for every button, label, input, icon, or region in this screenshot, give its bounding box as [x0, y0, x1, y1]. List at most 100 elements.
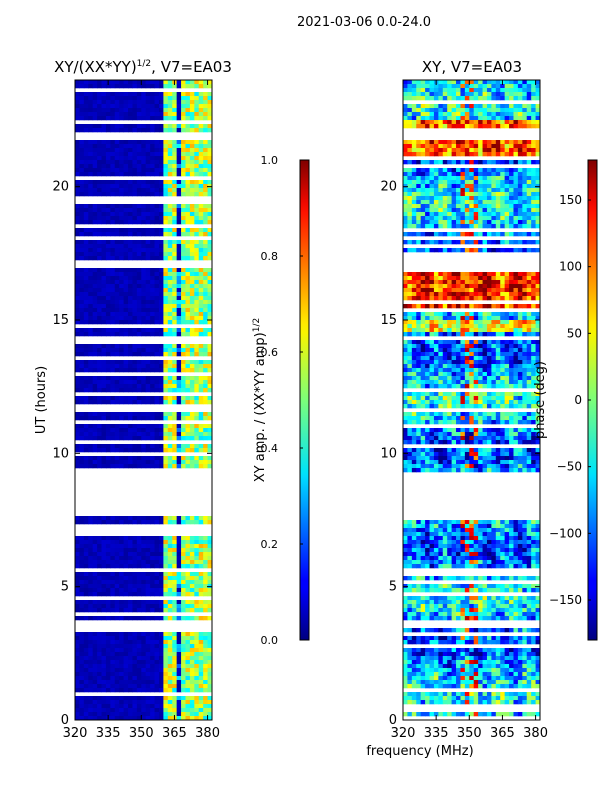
heatmap-cell: [181, 124, 186, 129]
heatmap-cell: [176, 684, 182, 689]
heatmap-cell: [141, 288, 147, 293]
heatmap-cell: [504, 284, 510, 289]
heatmap-cell: [83, 152, 89, 157]
heatmap-cell: [513, 168, 519, 173]
heatmap-cell: [509, 140, 514, 145]
heatmap-cell: [158, 636, 164, 641]
heatmap-cell: [198, 272, 204, 277]
heatmap-cell: [176, 680, 182, 685]
heatmap-cell: [114, 436, 120, 441]
heatmap-cell: [83, 708, 89, 713]
heatmap-cell: [136, 172, 142, 177]
heatmap-cell: [442, 304, 448, 309]
heatmap-cell: [207, 584, 213, 589]
heatmap-cell: [88, 312, 94, 317]
heatmap-cell: [167, 344, 173, 349]
heatmap-cell: [154, 400, 160, 405]
heatmap-cell: [119, 332, 125, 337]
heatmap-cell: [429, 112, 435, 117]
heatmap-cell: [132, 652, 138, 657]
heatmap-cell: [119, 436, 125, 441]
heatmap-cell: [97, 328, 103, 333]
heatmap-cell: [132, 716, 138, 721]
heatmap-cell: [207, 672, 213, 677]
heatmap-cell: [97, 380, 103, 385]
heatmap-cell: [420, 296, 426, 301]
heatmap-cell: [123, 116, 129, 121]
heatmap-cell: [176, 308, 182, 313]
heatmap-cell: [141, 104, 147, 109]
heatmap-cell: [429, 200, 435, 205]
heatmap-cell: [172, 384, 178, 389]
heatmap-cell: [198, 128, 204, 133]
heatmap-cell: [83, 352, 89, 357]
heatmap-cell: [119, 536, 125, 541]
heatmap-cell: [92, 684, 98, 689]
heatmap-cell: [167, 708, 173, 713]
heatmap-cell: [79, 640, 85, 645]
heatmap-cell: [513, 272, 519, 277]
heatmap-cell: [79, 648, 85, 653]
heatmap-cell: [141, 684, 147, 689]
heatmap-cell: [407, 224, 413, 229]
heatmap-cell: [531, 288, 537, 293]
heatmap-cell: [185, 384, 191, 389]
heatmap-cell: [83, 144, 89, 149]
heatmap-cell: [203, 128, 209, 133]
heatmap-cell: [88, 576, 94, 581]
heatmap-cell: [194, 316, 200, 321]
heatmap-cell: [132, 284, 138, 289]
heatmap-cell: [88, 648, 94, 653]
heatmap-cell: [495, 304, 501, 309]
heatmap-cell: [150, 608, 156, 613]
heatmap-cell: [176, 84, 182, 89]
heatmap-cell: [438, 188, 444, 193]
heatmap-cell: [403, 176, 408, 181]
heatmap-cell: [504, 96, 510, 101]
heatmap-cell: [167, 164, 173, 169]
heatmap-cell: [189, 672, 195, 677]
heatmap-cell: [119, 672, 125, 677]
heatmap-cell: [198, 520, 204, 525]
heatmap-cell: [500, 188, 506, 193]
heatmap-cell: [163, 460, 169, 465]
heatmap-cell: [128, 276, 133, 281]
heatmap-cell: [163, 332, 169, 337]
heatmap-cell: [88, 244, 94, 249]
heatmap-cell: [203, 352, 209, 357]
heatmap-cell: [203, 584, 209, 589]
heatmap-cell: [403, 280, 408, 285]
heatmap-cell: [163, 144, 169, 149]
heatmap-cell: [88, 600, 94, 605]
heatmap-cell: [433, 96, 439, 101]
heatmap-cell: [141, 648, 147, 653]
heatmap-cell: [114, 300, 120, 305]
heatmap-cell: [79, 232, 85, 237]
heatmap-cell: [198, 648, 204, 653]
heatmap-cell: [447, 316, 453, 321]
heatmap-cell: [92, 564, 98, 569]
heatmap-cell: [198, 540, 204, 545]
heatmap-cell: [203, 416, 209, 421]
heatmap-cell: [203, 180, 209, 185]
heatmap-cell: [198, 708, 204, 713]
heatmap-cell: [416, 180, 422, 185]
heatmap-cell: [447, 312, 453, 317]
heatmap-cell: [97, 180, 103, 185]
heatmap-cell: [469, 176, 475, 181]
heatmap-cell: [150, 684, 156, 689]
heatmap-cell: [207, 456, 213, 461]
heatmap-cell: [154, 464, 160, 469]
heatmap-cell: [181, 312, 186, 317]
heatmap-cell: [154, 112, 160, 117]
heatmap-cell: [526, 172, 532, 177]
heatmap-cell: [150, 172, 156, 177]
heatmap-cell: [407, 192, 413, 197]
heatmap-cell: [145, 204, 151, 209]
heatmap-cell: [110, 96, 116, 101]
heatmap-cell: [176, 216, 182, 221]
y-tick-label: 5: [61, 580, 69, 595]
heatmap-cell: [83, 252, 89, 257]
heatmap-cell: [185, 580, 191, 585]
heatmap-cell: [119, 704, 125, 709]
